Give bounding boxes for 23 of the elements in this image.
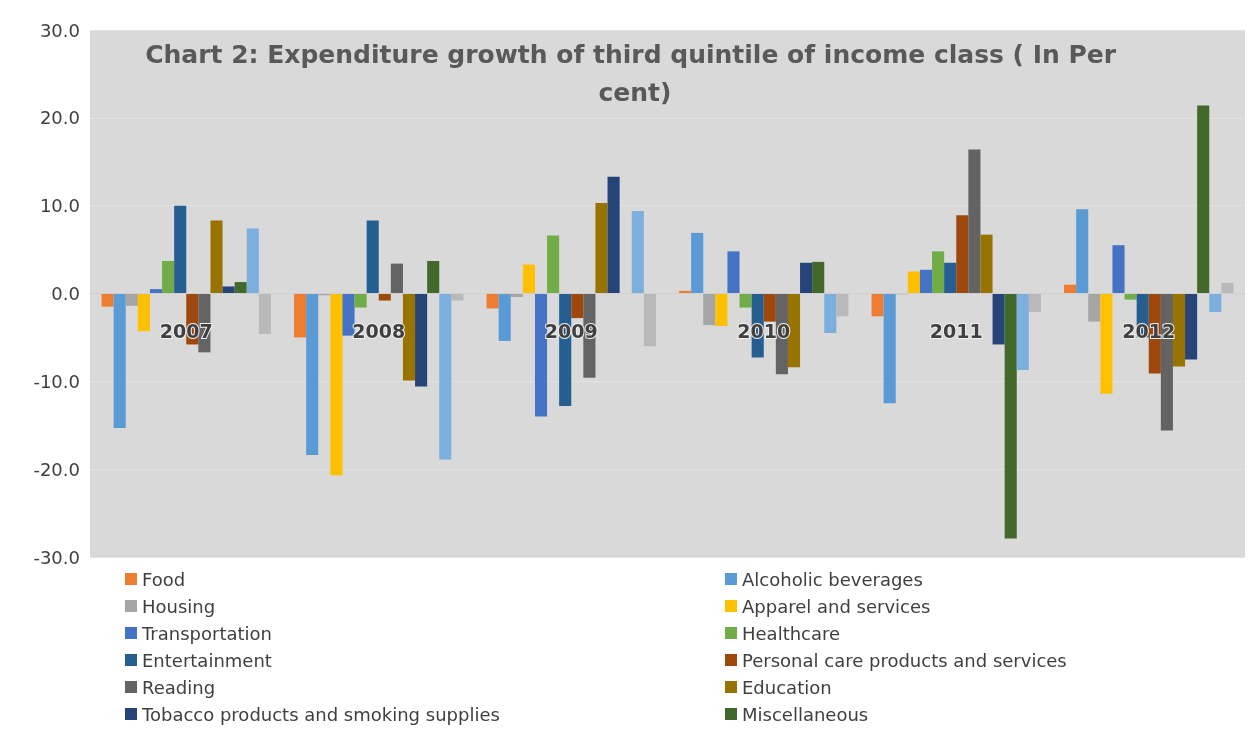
legend-label: Food <box>142 568 186 590</box>
legend-label: Tobacco products and smoking supplies <box>141 703 500 725</box>
y-tick-label: 30.0 <box>39 19 80 41</box>
y-tick-label: -10.0 <box>33 370 80 392</box>
legend-label: Personal care products and services <box>742 649 1067 671</box>
legend-label: Education <box>742 676 832 698</box>
x-tick-label: 2012 <box>1122 320 1176 342</box>
legend-label: Healthcare <box>742 622 841 644</box>
x-tick-label: 2010 <box>737 320 791 342</box>
text: Chart 2: Expenditure growth of third quintile of income class ( In Per cent) <box>145 39 1125 107</box>
y-tick-label: -30.0 <box>33 546 80 568</box>
legend-label: Miscellaneous <box>742 703 869 725</box>
legend-label: Entertainment <box>142 649 272 671</box>
y-tick-label: 20.0 <box>39 107 80 129</box>
x-tick-label: 2011 <box>929 320 983 342</box>
y-tick-label: 0.0 <box>51 283 80 304</box>
legend-label: Transportation <box>141 622 272 644</box>
y-tick-label: -20.0 <box>33 458 80 480</box>
legend-label: Alcoholic beverages <box>742 568 923 590</box>
legend-label: Housing <box>142 595 216 617</box>
y-tick-label: 10.0 <box>39 195 80 217</box>
legend-label: Reading <box>142 676 216 698</box>
legend-label: Apparel and services <box>742 595 931 617</box>
